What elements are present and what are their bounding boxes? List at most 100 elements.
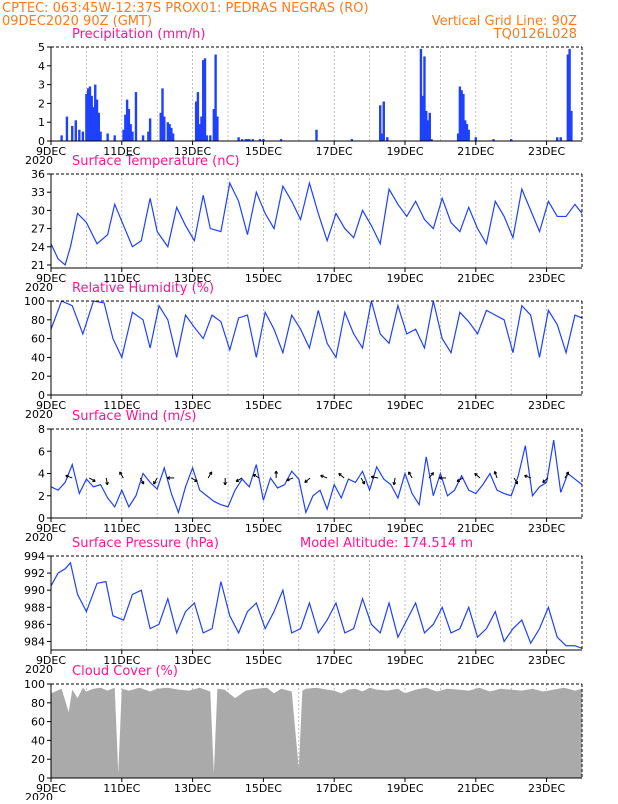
y-tick-label: 4 [38,60,45,73]
wind-arrow-head [393,482,394,485]
panel-title-precip: Precipitation (mm/h) [72,27,205,42]
y-tick-label: 40 [31,351,45,364]
x-tick-label: 21DEC [457,272,494,285]
y-tick-label: 100 [24,678,45,691]
panel-pres: Surface Pressure (hPa)Model Altitude: 17… [24,536,582,676]
y-tick-label: 4 [38,468,45,481]
x-tick-label: 21DEC [457,782,494,795]
precip-bar [468,130,470,141]
y-tick-label: 2 [38,97,45,110]
x-tick-label: 19DEC [386,272,423,285]
x-tick-label: 17DEC [316,522,353,535]
precip-bar [99,132,101,141]
x-tick-label: 15DEC [245,522,282,535]
precip-bar [383,102,385,141]
precip-bar [163,117,165,141]
x-tick-label: 21DEC [457,522,494,535]
x-tick-label: 21DEC [457,145,494,158]
y-tick-label: 6 [38,445,45,458]
x-year-label: 2020 [25,408,53,421]
y-tick-label: 992 [24,567,45,580]
y-tick-label: 20 [31,370,45,383]
x-tick-label: 11DEC [103,522,140,535]
y-tick-label: 986 [24,618,45,631]
y-tick-label: 988 [24,601,45,614]
precip-bar [556,137,558,141]
y-tick-label: 20 [31,753,45,766]
x-tick-label: 13DEC [174,654,211,667]
panel-temp: Surface Temperature (nC)2124273033369DEC… [25,154,582,294]
series-line-pres [51,563,582,648]
precip-bar [386,137,388,141]
panel-title-rh: Relative Humidity (%) [72,281,214,296]
x-year-label: 2020 [25,531,53,544]
x-year-label: 2020 [25,791,53,800]
precip-bar [216,117,218,141]
y-tick-label: 27 [31,223,45,236]
precip-bar [204,58,206,141]
x-tick-label: 17DEC [316,272,353,285]
y-tick-label: 33 [31,186,45,199]
precip-bar [209,135,211,141]
x-year-label: 2020 [25,663,53,676]
x-tick-label: 17DEC [316,654,353,667]
precip-bar [78,130,80,141]
precip-bar [142,135,144,141]
x-tick-label: 23DEC [528,272,565,285]
x-tick-label: 15DEC [245,782,282,795]
x-tick-label: 15DEC [245,272,282,285]
x-tick-label: 23DEC [528,782,565,795]
x-tick-label: 15DEC [245,399,282,412]
x-tick-label: 21DEC [457,399,494,412]
y-tick-label: 21 [31,259,45,272]
precip-bar [114,135,116,141]
wind-arrow-head [339,473,342,474]
precip-bar [172,133,174,141]
y-tick-label: 100 [24,295,45,308]
x-tick-label: 13DEC [174,522,211,535]
header-model-id: TQ0126L028 [493,27,577,42]
y-tick-label: 8 [38,423,45,436]
x-tick-label: 19DEC [386,782,423,795]
x-tick-label: 15DEC [245,654,282,667]
x-tick-label: 15DEC [245,145,282,158]
wind-arrow-head [475,473,478,474]
y-tick-label: 5 [38,41,45,54]
x-tick-label: 23DEC [528,522,565,535]
panel-title-temp: Surface Temperature (nC) [72,154,240,169]
precip-bar [149,118,151,141]
precip-bar [71,126,73,141]
x-tick-label: 23DEC [528,654,565,667]
precip-bar [135,92,137,141]
precip-bar [237,137,239,141]
precip-bar [66,117,68,141]
wind-arrow-head [433,473,434,476]
series-line-temp [51,183,582,265]
precip-bar [82,132,84,141]
precip-bar [75,120,77,141]
x-tick-label: 19DEC [386,145,423,158]
y-tick-label: 24 [31,241,45,254]
x-tick-label: 17DEC [316,782,353,795]
panel-title-pres: Surface Pressure (hPa) [72,536,219,551]
y-tick-label: 1 [38,116,45,129]
precip-bar [560,137,562,141]
cloud-area [51,688,582,778]
x-tick-label: 19DEC [386,522,423,535]
precip-bar [570,111,572,141]
precip-bar [131,132,133,141]
series-line-rh [51,301,582,357]
x-tick-label: 19DEC [386,399,423,412]
precip-bar [106,133,108,141]
x-year-label: 2020 [25,281,53,294]
x-tick-label: 23DEC [528,399,565,412]
precip-bar [315,130,317,141]
precip-bar [206,135,208,141]
precip-bar [475,137,477,141]
x-tick-label: 11DEC [103,782,140,795]
